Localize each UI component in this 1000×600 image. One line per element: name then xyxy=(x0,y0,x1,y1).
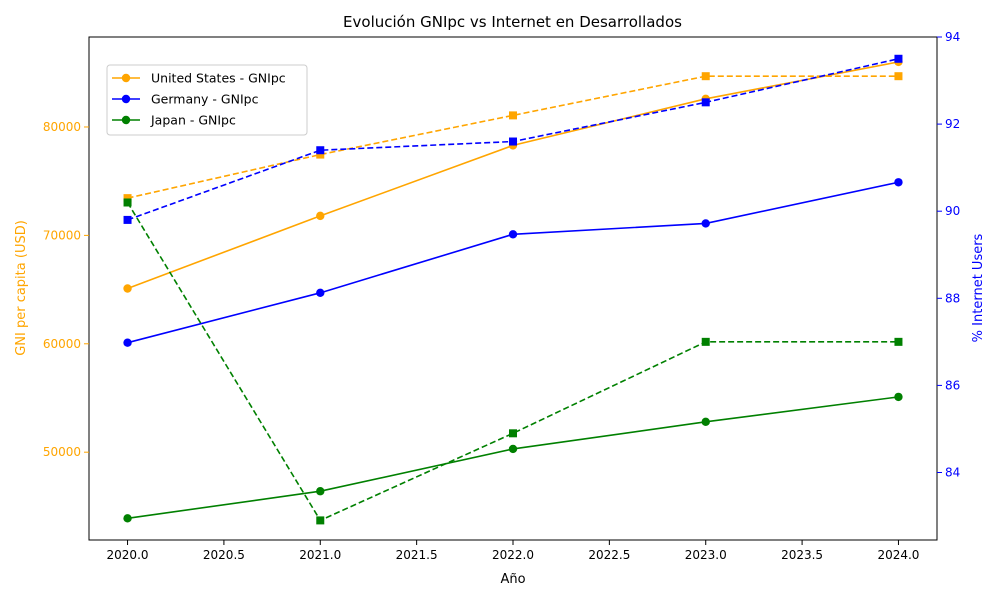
y-axis-right-label: % Internet Users xyxy=(971,233,986,342)
x-tick-label: 2022.5 xyxy=(588,548,630,562)
internet-point-japan xyxy=(701,337,710,346)
x-tick-label: 2022.0 xyxy=(492,548,534,562)
legend-marker xyxy=(121,115,131,125)
y-left-tick-label: 50000 xyxy=(43,445,81,459)
internet-line-japan xyxy=(126,202,899,522)
chart-title: Evolución GNIpc vs Internet en Desarroll… xyxy=(343,13,682,31)
gni-point-united-states xyxy=(123,284,132,293)
gni-point-japan xyxy=(894,392,903,402)
gni-point-united-states xyxy=(316,211,325,221)
y-axis-left: 50000 60000 70000 80000 xyxy=(43,120,89,459)
internet-point-united-states xyxy=(316,150,325,159)
series-layer xyxy=(123,54,903,525)
y-right-tick-label: 88 xyxy=(945,291,960,305)
y-right-tick-label: 92 xyxy=(945,117,960,131)
gni-point-japan xyxy=(701,417,710,427)
gni-point-japan xyxy=(508,444,518,454)
legend: United States - GNIpc Germany - GNIpc Japa… xyxy=(106,64,308,136)
y-left-tick-label: 80000 xyxy=(43,120,81,134)
gni-point-japan xyxy=(316,487,325,496)
y-axis-left-label: GNI per capita (USD) xyxy=(14,220,29,356)
internet-point-united-states xyxy=(701,72,710,81)
x-axis-label: Año xyxy=(500,572,525,587)
internet-point-japan xyxy=(123,198,132,207)
gni-point-germany xyxy=(316,288,325,298)
legend-box xyxy=(106,64,308,136)
x-tick-label: 2023.5 xyxy=(781,548,823,562)
y-right-tick-label: 90 xyxy=(945,204,960,218)
internet-point-united-states xyxy=(123,194,132,203)
gni-point-japan xyxy=(123,514,132,523)
legend-label: Japan - GNIpc xyxy=(150,113,236,128)
internet-line-united-states xyxy=(127,75,899,199)
x-axis: 2020.0 2020.5 2021.0 2021.5 2022.0 2022.5 2023… xyxy=(107,540,919,562)
y-left-tick-label: 60000 xyxy=(43,337,81,351)
gni-point-germany xyxy=(508,230,518,239)
internet-point-united-states xyxy=(509,111,517,120)
y-right-tick-label: 86 xyxy=(945,378,960,392)
x-tick-label: 2023.0 xyxy=(685,548,727,562)
legend-label: United States - GNIpc xyxy=(151,71,286,86)
internet-point-germany xyxy=(316,146,325,155)
gni-point-germany xyxy=(894,178,903,187)
legend-label: Germany - GNIpc xyxy=(151,92,259,107)
internet-point-germany xyxy=(894,54,903,63)
internet-point-germany xyxy=(509,137,517,146)
internet-point-united-states xyxy=(894,72,903,81)
internet-point-japan xyxy=(894,337,903,346)
y-left-tick-label: 70000 xyxy=(43,228,81,242)
y-right-tick-label: 84 xyxy=(945,465,960,479)
legend-marker xyxy=(121,73,131,83)
x-tick-label: 2021.5 xyxy=(396,548,438,562)
legend-marker xyxy=(121,94,131,104)
gni-point-germany xyxy=(701,219,710,228)
y-right-tick-label: 94 xyxy=(945,30,960,44)
y-axis-right: 84 86 88 90 92 94 xyxy=(937,30,960,479)
internet-point-japan xyxy=(316,516,325,525)
x-tick-label: 2024.0 xyxy=(877,548,919,562)
internet-point-japan xyxy=(509,429,517,438)
gni-point-germany xyxy=(123,338,132,347)
x-tick-label: 2020.0 xyxy=(107,548,149,562)
x-tick-label: 2020.5 xyxy=(203,548,245,562)
internet-point-germany xyxy=(701,98,710,107)
internet-point-germany xyxy=(123,215,132,224)
x-tick-label: 2021.0 xyxy=(299,548,341,562)
